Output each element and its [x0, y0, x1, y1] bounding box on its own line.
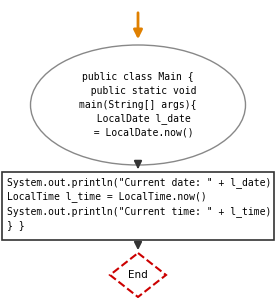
Bar [2, 172, 274, 240]
Text: public class Main {
  public static void
main(String[] args){
  LocalDate l_date: public class Main { public static void m… [79, 72, 197, 138]
Polygon shape [110, 253, 166, 297]
Text: System.out.println("Current date: " + l_date)
LocalTime l_time = LocalTime.now(): System.out.println("Current date: " + l_… [7, 177, 271, 231]
Ellipse shape [31, 45, 245, 165]
Text: End: End [128, 270, 148, 280]
